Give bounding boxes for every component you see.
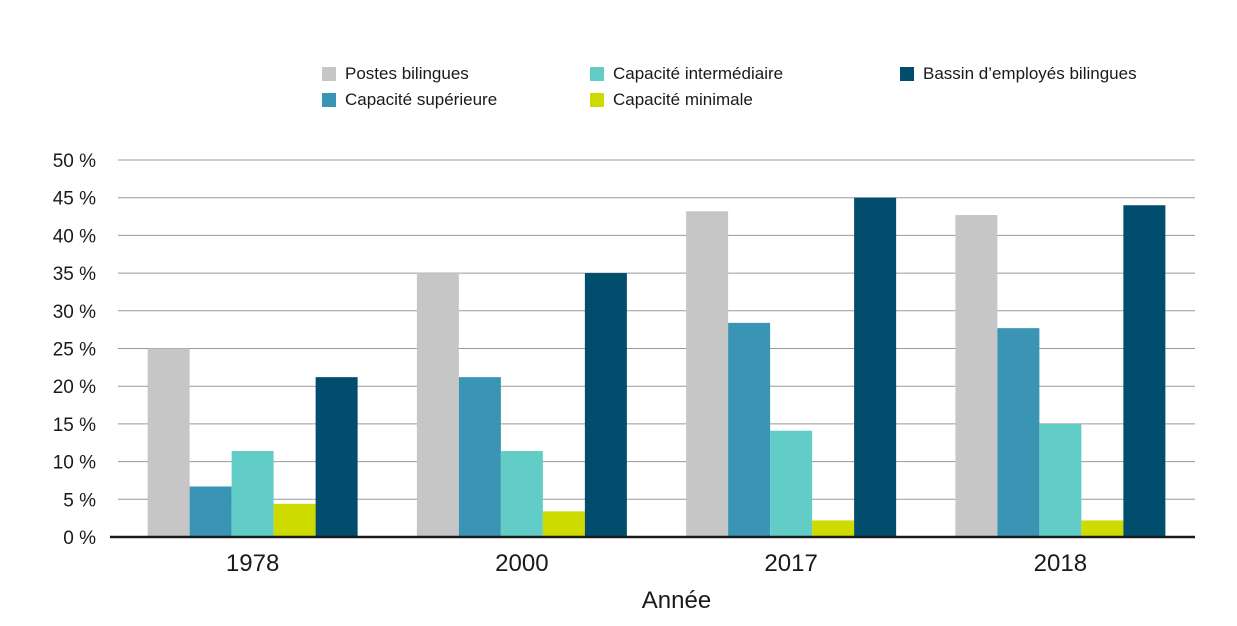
- y-tick-label: 20 %: [53, 377, 96, 398]
- bar: [147, 348, 190, 537]
- x-tick-label: 2017: [764, 550, 817, 577]
- y-tick-label: 40 %: [53, 226, 96, 247]
- legend-label: Postes bilingues: [345, 64, 469, 83]
- legend-swatch: [322, 67, 336, 81]
- legend-item: Capacité supérieure: [322, 88, 497, 112]
- bar: [686, 211, 729, 537]
- legend: Postes bilingues Capacité supérieure Capac…: [322, 62, 1202, 114]
- y-tick-label: 15 %: [53, 415, 96, 436]
- y-tick-label: 35 %: [53, 264, 96, 285]
- bar: [1081, 520, 1124, 537]
- y-tick-label: 25 %: [53, 340, 96, 361]
- legend-item: Postes bilingues: [322, 62, 469, 86]
- legend-label: Capacité minimale: [613, 90, 753, 109]
- bar: [458, 377, 501, 537]
- bar: [416, 273, 459, 537]
- bar: [770, 430, 813, 537]
- bar: [812, 520, 855, 537]
- x-tick-label: 2000: [495, 550, 548, 577]
- bar: [584, 273, 627, 537]
- y-tick-label: 30 %: [53, 302, 96, 323]
- legend-item: Bassin d’employés bilingues: [900, 62, 1137, 86]
- bar: [854, 197, 897, 537]
- legend-label: Bassin d’employés bilingues: [923, 64, 1137, 83]
- legend-swatch: [590, 67, 604, 81]
- bar: [1039, 423, 1082, 537]
- legend-label: Capacité intermédiaire: [613, 64, 784, 83]
- x-axis-categories: 1978 2000 2017 2018: [226, 550, 1087, 577]
- x-tick-label: 2018: [1034, 550, 1087, 577]
- x-tick-label: 1978: [226, 550, 279, 577]
- bar: [997, 328, 1040, 537]
- bar: [728, 322, 771, 537]
- y-tick-label: 10 %: [53, 453, 96, 474]
- x-axis-title: Année: [642, 587, 711, 614]
- legend-item: Capacité minimale: [590, 88, 753, 112]
- bar: [231, 451, 274, 537]
- bar: [273, 503, 316, 537]
- legend-item: Capacité intermédiaire: [590, 62, 783, 86]
- y-axis-ticks: 0 % 5 % 10 % 15 % 20 % 25 % 30 % 35 % 40 % 45 % 50…: [53, 151, 96, 549]
- bar: [1123, 205, 1166, 538]
- legend-swatch: [322, 93, 336, 107]
- legend-swatch: [590, 93, 604, 107]
- y-tick-label: 5 %: [63, 490, 96, 511]
- bars: [147, 197, 1166, 538]
- bar: [542, 511, 585, 537]
- legend-label: Capacité supérieure: [345, 90, 498, 109]
- y-tick-label: 50 %: [53, 151, 96, 172]
- bar: [315, 377, 358, 537]
- y-tick-label: 0 %: [63, 528, 96, 549]
- bar: [500, 451, 543, 537]
- y-tick-label: 45 %: [53, 189, 96, 210]
- bar: [955, 215, 998, 538]
- gridlines: [118, 159, 1195, 500]
- legend-swatch: [900, 67, 914, 81]
- bar: [189, 486, 232, 537]
